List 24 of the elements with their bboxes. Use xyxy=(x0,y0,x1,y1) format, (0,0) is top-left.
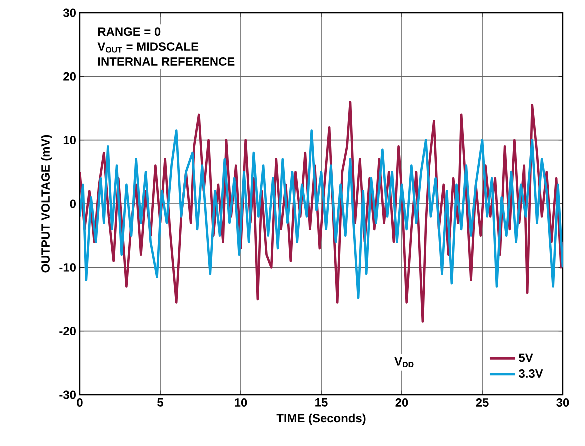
x-tick-label: 5 xyxy=(158,398,164,407)
y-tick-label: 10 xyxy=(64,136,76,145)
y-tick-label: 30 xyxy=(63,8,76,18)
line-series xyxy=(80,100,564,323)
y-tick-label: -10 xyxy=(60,263,76,272)
annotation: RANGE = 0 xyxy=(98,28,161,36)
x-tick-label: 10 xyxy=(235,398,248,407)
y-tick-label: 20 xyxy=(64,72,76,81)
y-tick-label: 0 xyxy=(70,200,76,208)
x-tick-label: 0 xyxy=(77,398,83,407)
line-series xyxy=(80,130,564,300)
legend-label: 3.3V xyxy=(519,370,544,378)
y-tick-label: -20 xyxy=(60,327,76,336)
x-tick-label: 25 xyxy=(476,398,489,407)
x-tick-label: 20 xyxy=(396,398,408,407)
legend-label: 5V xyxy=(519,354,534,362)
annotation: INTERNAL REFERENCE xyxy=(98,58,235,66)
annotation: V$_{OUT}$ = MIDSCALE xyxy=(98,42,199,53)
x-axis-title: TIME (Seconds) xyxy=(276,414,366,425)
x-tick-label: 15 xyxy=(316,398,328,407)
y-tick-label: -30 xyxy=(60,390,76,400)
y-axis-title: OUTPUT VOLTAGE (mV) xyxy=(41,135,52,273)
legend-title: V$_{DD}$ xyxy=(394,358,414,368)
x-tick-label: 30 xyxy=(556,398,570,408)
